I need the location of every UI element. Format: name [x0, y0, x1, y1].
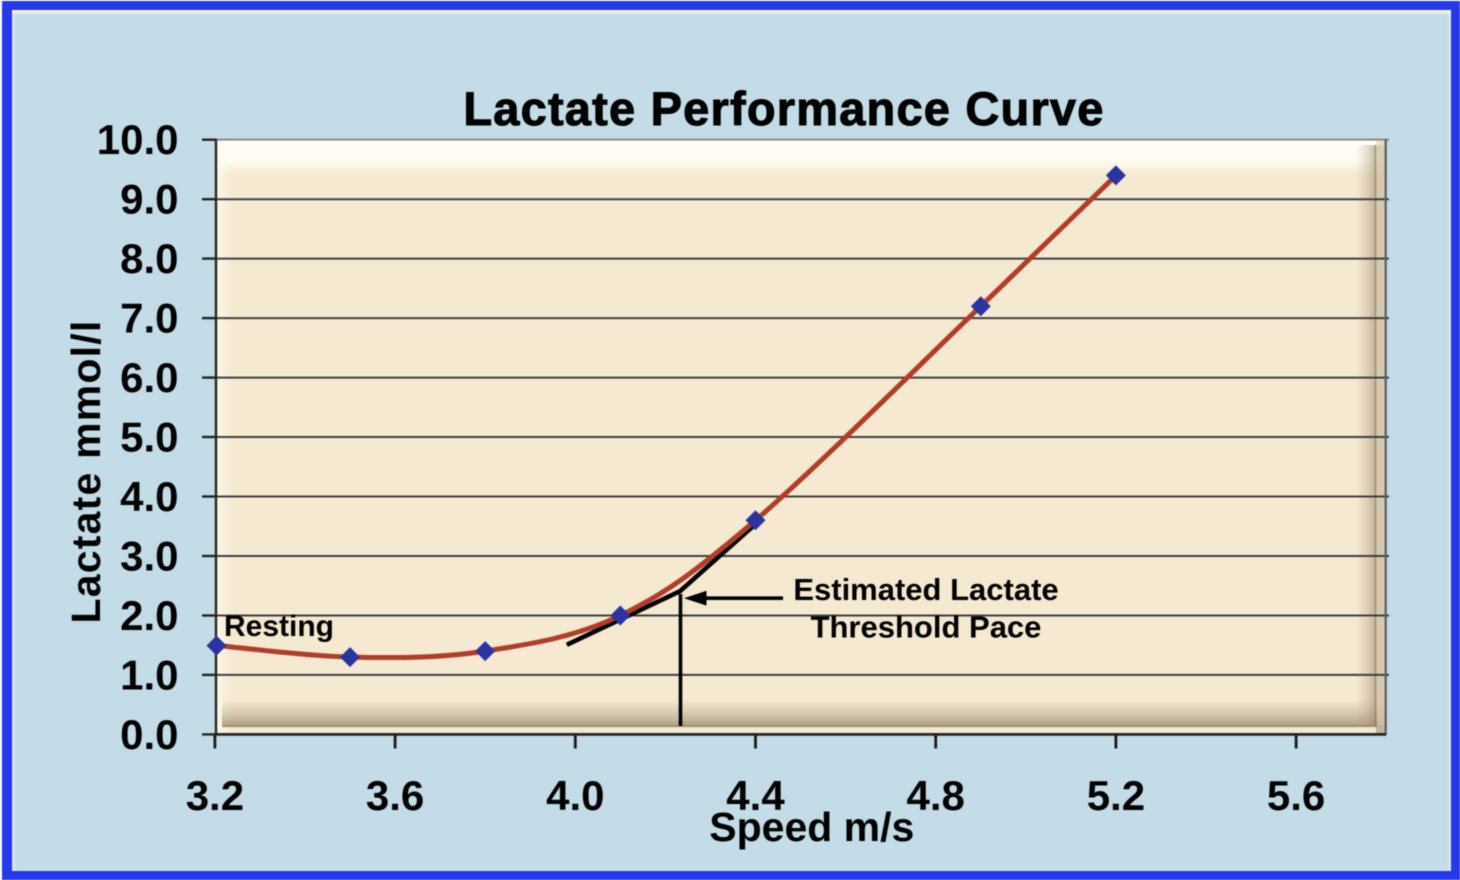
svg-text:10.0: 10.0 — [97, 116, 179, 163]
svg-text:Threshold Pace: Threshold Pace — [811, 610, 1042, 645]
svg-text:5.0: 5.0 — [120, 414, 178, 461]
svg-text:Speed m/s: Speed m/s — [709, 804, 914, 850]
svg-text:2.0: 2.0 — [120, 592, 178, 639]
svg-text:Lactate Performance Curve: Lactate Performance Curve — [463, 82, 1104, 135]
svg-text:9.0: 9.0 — [120, 176, 178, 223]
svg-text:5.6: 5.6 — [1267, 772, 1325, 819]
svg-text:3.0: 3.0 — [120, 532, 178, 579]
svg-text:Lactate mmol/l: Lactate mmol/l — [63, 320, 109, 624]
svg-text:5.2: 5.2 — [1087, 772, 1145, 819]
svg-text:8.0: 8.0 — [120, 235, 178, 282]
svg-text:4.0: 4.0 — [120, 473, 178, 520]
svg-text:0.0: 0.0 — [120, 711, 178, 758]
svg-text:3.6: 3.6 — [366, 772, 424, 819]
svg-text:4.0: 4.0 — [546, 772, 604, 819]
svg-text:Resting: Resting — [224, 610, 334, 643]
svg-text:6.0: 6.0 — [120, 354, 178, 401]
svg-text:1.0: 1.0 — [120, 651, 178, 698]
svg-text:3.2: 3.2 — [186, 772, 244, 819]
svg-text:4.8: 4.8 — [907, 772, 965, 819]
svg-text:Estimated Lactate: Estimated Lactate — [793, 572, 1058, 607]
svg-text:7.0: 7.0 — [120, 295, 178, 342]
svg-text:4.4: 4.4 — [726, 772, 785, 819]
